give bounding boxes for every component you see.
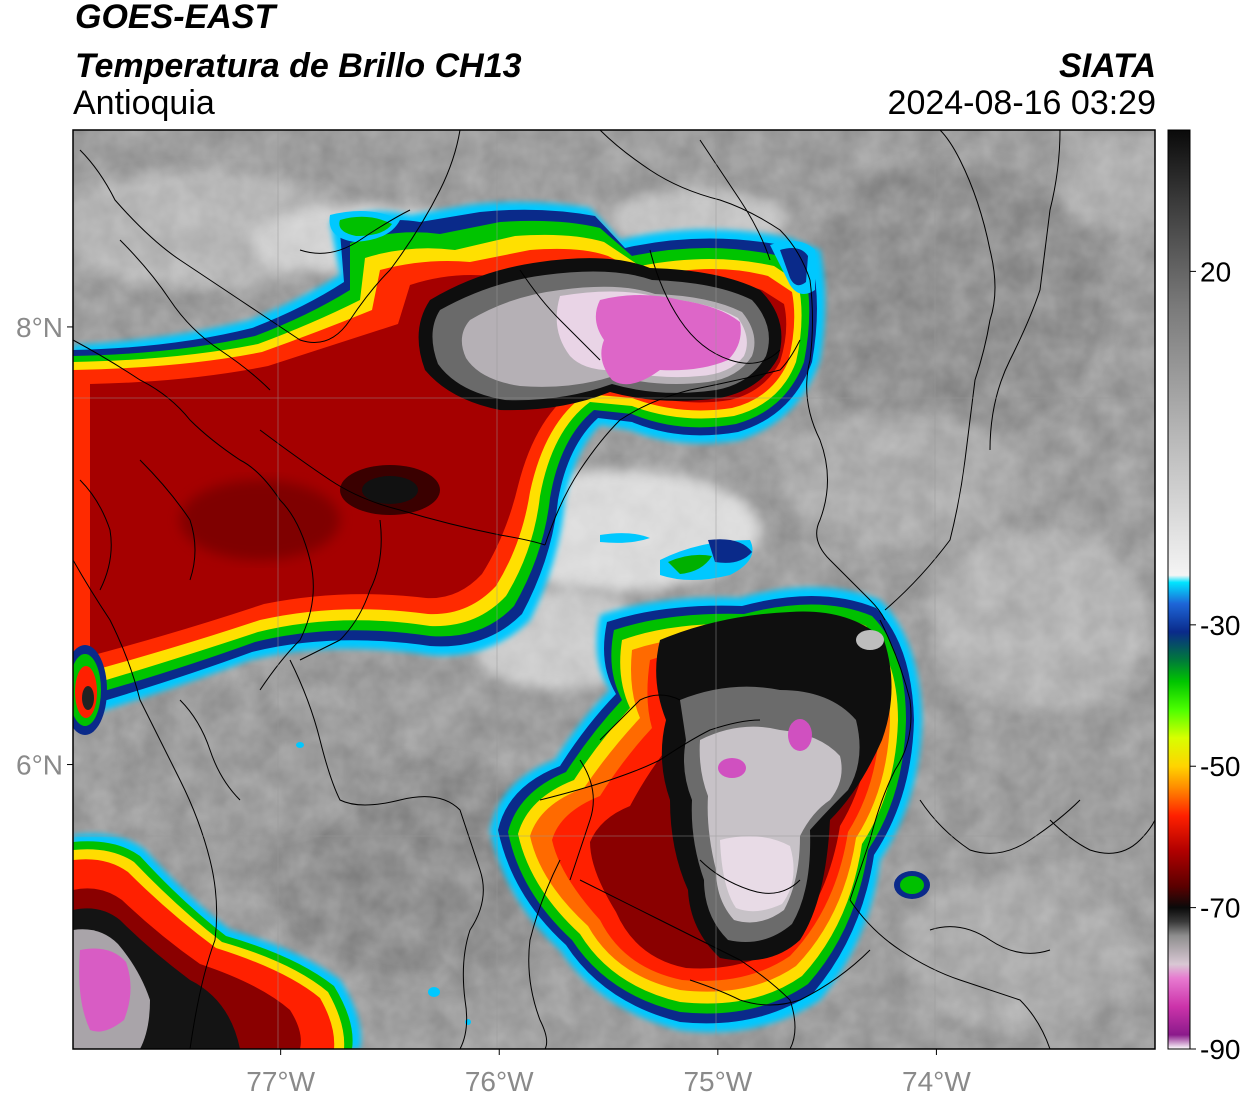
agency-label: SIATA bbox=[1059, 47, 1156, 85]
colorbar-frame bbox=[1167, 129, 1191, 1050]
region-label: Antioquia bbox=[73, 84, 215, 122]
colorbar-tick-label: -70 bbox=[1200, 893, 1240, 924]
satellite-title: GOES-EAST bbox=[75, 0, 276, 36]
lon-tick-label: 75°W bbox=[683, 1066, 752, 1097]
colorbar-ticks: 20 -30 -50 -70 -90 bbox=[1190, 256, 1240, 1065]
border-tolima bbox=[689, 949, 871, 1006]
border-cordoba bbox=[299, 519, 382, 661]
gridlines bbox=[73, 130, 1155, 1049]
lat-tick-label: 8°N bbox=[16, 312, 63, 343]
lon-tick-label: 76°W bbox=[465, 1066, 534, 1097]
colorbar-tick-label: -30 bbox=[1200, 610, 1240, 641]
border-risaralda bbox=[528, 859, 561, 1049]
lon-tick-label: 74°W bbox=[902, 1066, 971, 1097]
colorbar-tick-label: -50 bbox=[1200, 751, 1240, 782]
product-title: Temperatura de Brillo CH13 bbox=[75, 47, 522, 85]
border-north-muni-4 bbox=[519, 269, 601, 361]
border-central-muni-2 bbox=[599, 694, 681, 741]
isolated-cells bbox=[296, 211, 930, 1025]
border-west-muni-3 bbox=[139, 459, 196, 581]
border-central-muni-3 bbox=[699, 859, 801, 894]
border-north-muni-1 bbox=[119, 239, 271, 391]
border-santander-east bbox=[884, 130, 996, 611]
colorbar-tick-label: -90 bbox=[1200, 1034, 1240, 1065]
borders bbox=[73, 130, 1155, 1049]
longitude-axis: 77°W 76°W 75°W 74°W bbox=[246, 1049, 971, 1097]
border-north-muni-2 bbox=[299, 209, 411, 254]
border-west-muni-2 bbox=[79, 479, 112, 591]
border-caldas-south bbox=[579, 879, 796, 1049]
lon-tick-label: 77°W bbox=[246, 1066, 315, 1097]
border-boyaca bbox=[849, 619, 912, 901]
colorbar: 20 -30 -50 -70 -90 bbox=[1167, 129, 1240, 1065]
border-east-muni-3 bbox=[929, 926, 1051, 954]
border-west-muni-1 bbox=[179, 699, 241, 801]
border-santander bbox=[806, 279, 886, 621]
west-edge-storm bbox=[73, 645, 107, 735]
coastline-caribbean bbox=[79, 130, 461, 343]
border-venezuela bbox=[989, 130, 1061, 451]
border-east-muni bbox=[1049, 819, 1155, 854]
border-central-muni-1 bbox=[569, 759, 594, 881]
colorbar-tick-label: 20 bbox=[1200, 256, 1231, 287]
coastline-pacific bbox=[73, 559, 218, 1049]
colorbar-gradient bbox=[1168, 130, 1190, 1049]
latitude-axis: 8°N 6°N bbox=[16, 312, 73, 781]
border-magdalena-river bbox=[699, 139, 771, 261]
map-panel bbox=[73, 130, 1155, 1049]
border-choco bbox=[289, 659, 484, 1049]
border-north-muni-3 bbox=[649, 249, 781, 364]
map-frame bbox=[72, 129, 1156, 1050]
border-caldas bbox=[539, 719, 761, 801]
lat-tick-label: 6°N bbox=[16, 750, 63, 781]
northern-storm-system bbox=[73, 202, 825, 720]
border-bolivar-north bbox=[599, 130, 811, 281]
border-east-muni-2 bbox=[919, 799, 1081, 854]
coastline-uraba bbox=[73, 339, 314, 691]
border-antioquia-north bbox=[259, 429, 546, 546]
datetime-label: 2024-08-16 03:29 bbox=[887, 84, 1156, 122]
border-antioquia-east bbox=[544, 339, 801, 546]
border-cundinamarca bbox=[849, 899, 1051, 1049]
